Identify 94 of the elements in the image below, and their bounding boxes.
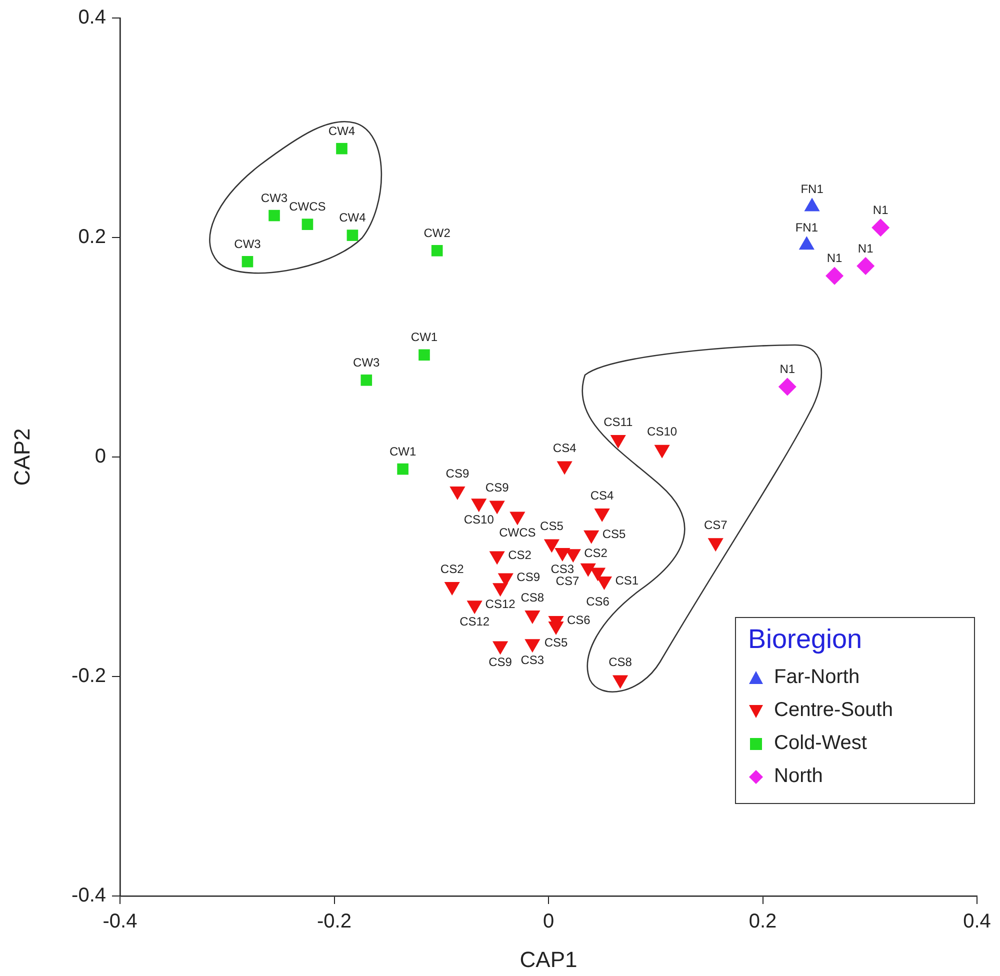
data-label: CS1 — [615, 573, 639, 588]
data-label: CS2 — [584, 546, 608, 560]
data-label: CS2 — [440, 562, 464, 576]
y-tick-label: 0 — [94, 446, 106, 468]
data-label: CS7 — [704, 518, 728, 532]
data-label: CS6 — [567, 612, 591, 627]
data-label: N1 — [780, 362, 796, 376]
data-label: CS5 — [540, 519, 564, 534]
data-label: CWCS — [499, 526, 536, 540]
data-label: CS9 — [516, 570, 540, 584]
data-label: CS9 — [488, 655, 512, 670]
point — [489, 500, 505, 514]
data-label: CS5 — [544, 635, 568, 650]
point — [654, 444, 670, 458]
point — [431, 245, 443, 256]
data-label: CS10 — [464, 512, 494, 526]
point — [584, 530, 600, 544]
data-label: CW3 — [353, 355, 380, 370]
data-label: CS2 — [508, 548, 532, 562]
data-label: N1 — [826, 251, 843, 266]
x-tick-label: -0.4 — [102, 910, 138, 933]
y-tick-label: -0.2 — [72, 665, 106, 688]
data-label: CW3 — [234, 236, 262, 251]
data-label: CS5 — [602, 527, 626, 542]
data-label: CS4 — [590, 488, 614, 502]
data-label: CS8 — [520, 590, 544, 604]
point — [544, 539, 560, 553]
point — [778, 378, 796, 396]
point — [492, 583, 508, 597]
data-label: CS7 — [556, 574, 580, 588]
y-tick-label: 0.4 — [78, 6, 106, 29]
legend-label: Far-North — [774, 666, 860, 689]
data-label: CS11 — [604, 414, 634, 429]
data-label: CW4 — [339, 210, 366, 225]
point — [444, 582, 460, 596]
data-label: CS4 — [552, 441, 577, 456]
point — [466, 600, 482, 614]
point — [510, 512, 526, 526]
data-label: CW1 — [389, 444, 416, 458]
point — [856, 257, 875, 276]
x-tick-label: 0 — [542, 910, 554, 933]
point — [302, 218, 314, 230]
point — [360, 374, 372, 386]
data-label: CS3 — [550, 562, 574, 576]
data-label: N1 — [872, 202, 889, 217]
data-label: CW4 — [328, 124, 356, 138]
data-label: CW2 — [424, 226, 451, 240]
point — [524, 610, 540, 624]
y-tick-label: -0.4 — [72, 884, 106, 907]
data-label: CW3 — [260, 190, 288, 205]
point — [548, 622, 564, 636]
point — [612, 675, 628, 689]
point — [418, 349, 430, 361]
point — [268, 210, 280, 222]
point — [708, 538, 724, 552]
point — [336, 142, 348, 154]
point — [450, 486, 466, 500]
data-label: CS12 — [460, 614, 490, 628]
x-tick-label: -0.2 — [317, 910, 352, 933]
data-label: CS8 — [608, 655, 632, 670]
point — [242, 256, 254, 268]
x-axis-title: CAP1 — [520, 946, 578, 972]
data-label: CS3 — [520, 652, 544, 667]
data-label: FN1 — [800, 182, 824, 196]
point — [489, 551, 505, 565]
legend-label: Cold-West — [774, 732, 867, 755]
point — [872, 218, 890, 237]
point — [556, 461, 572, 475]
point — [580, 563, 596, 577]
x-tick-label: 0.2 — [748, 910, 777, 933]
point — [471, 498, 487, 512]
point — [594, 508, 610, 522]
point — [524, 639, 540, 653]
data-label: CW1 — [410, 330, 438, 344]
data-label: CS6 — [586, 594, 610, 609]
y-axis-title: CAP2 — [9, 428, 34, 486]
data-label: CS12 — [485, 596, 516, 611]
y-tick-label: 0.2 — [78, 226, 106, 248]
point — [346, 230, 358, 241]
data-label: CS10 — [647, 424, 678, 439]
point — [826, 266, 844, 285]
data-label: CS9 — [446, 466, 470, 480]
point — [590, 568, 606, 582]
data-label: FN1 — [795, 220, 818, 234]
point — [554, 548, 570, 562]
x-tick-label: 0.4 — [963, 910, 991, 933]
legend-label: Centre-South — [774, 699, 893, 722]
data-label: CWCS — [289, 200, 326, 214]
legend-label: North — [774, 765, 823, 788]
point — [610, 434, 626, 448]
point — [492, 641, 508, 655]
data-label: N1 — [858, 241, 874, 256]
legend-title: Bioregion — [748, 624, 864, 655]
data-label: CS9 — [485, 480, 510, 495]
